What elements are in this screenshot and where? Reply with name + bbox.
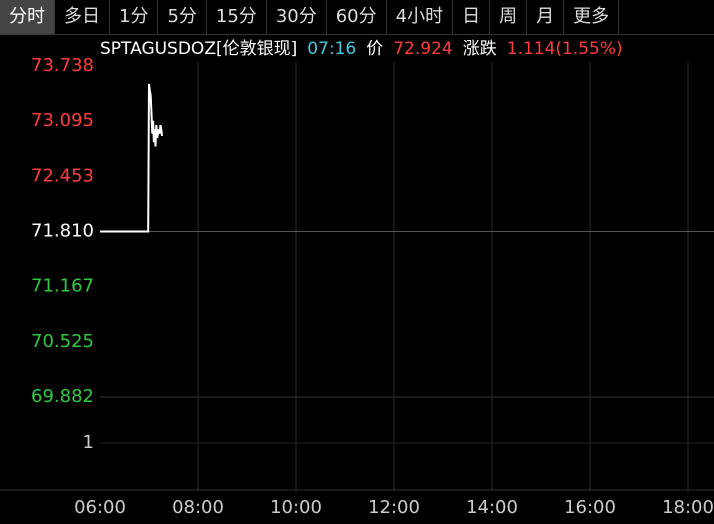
quote-field: SPTAGUSDOZ[伦敦银现]	[100, 39, 298, 59]
y-tick-label: 71.167	[31, 276, 94, 297]
y2-tick-label: 1	[83, 432, 94, 453]
y-tick-label: 70.525	[31, 331, 94, 352]
x-tick-label: 16:00	[564, 497, 616, 518]
price-line	[100, 83, 164, 233]
y-tick-label: 72.453	[31, 165, 94, 186]
period-tab[interactable]: 分时	[0, 0, 55, 34]
x-tick-label: 06:00	[74, 497, 126, 518]
x-tick-label: 14:00	[466, 497, 518, 518]
period-tab[interactable]: 1分	[110, 0, 159, 34]
x-tick-label: 12:00	[368, 497, 420, 518]
period-tab[interactable]: 60分	[327, 0, 387, 34]
quote-header: SPTAGUSDOZ[伦敦银现] 07:16 价 72.924 涨跌 1.114(1.55…	[100, 36, 633, 62]
period-tabs: 分时 多日 1分 5分 15分 30分 60分 4小时日周月更多	[0, 0, 714, 35]
period-tab[interactable]: 30分	[267, 0, 327, 34]
y-tick-label: 73.738	[31, 55, 94, 76]
x-tick-label: 18:00	[662, 497, 714, 518]
period-tab[interactable]: 4小时	[387, 0, 454, 34]
quote-field: 价	[366, 39, 384, 59]
period-tab[interactable]: 月	[527, 0, 565, 34]
x-tick-label: 08:00	[172, 497, 224, 518]
y-tick-label: 69.882	[31, 386, 94, 407]
y-tick-label: 71.810	[31, 221, 94, 242]
period-tab[interactable]: 5分	[158, 0, 207, 34]
period-tab[interactable]: 多日	[55, 0, 110, 34]
y-tick-label: 73.095	[31, 110, 94, 131]
quote-field: 07:16	[307, 39, 357, 59]
quote-field: 1.114(1.55%)	[506, 39, 623, 59]
quote-field: 涨跌	[462, 39, 497, 59]
x-tick-label: 10:00	[270, 497, 322, 518]
period-tab[interactable]: 周	[490, 0, 528, 34]
period-tab[interactable]: 日	[453, 0, 491, 34]
period-tab[interactable]: 15分	[207, 0, 267, 34]
period-tab[interactable]: 更多	[564, 0, 620, 34]
quote-field: 72.924	[393, 39, 453, 59]
